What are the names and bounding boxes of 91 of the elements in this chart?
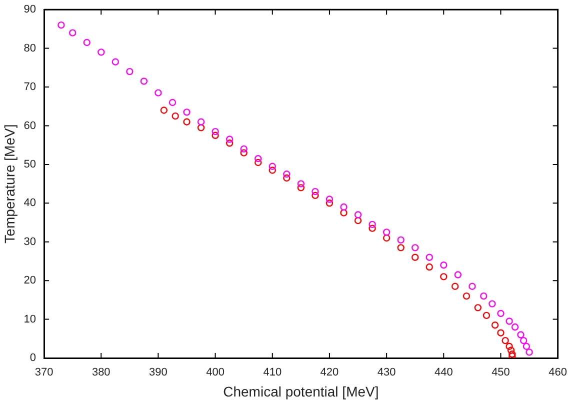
point <box>283 170 290 178</box>
point <box>480 292 488 300</box>
point <box>412 244 419 252</box>
y-tick-label: 10 <box>24 313 36 326</box>
y-axis-title: Temperature [MeV] <box>1 124 18 244</box>
point <box>268 166 276 174</box>
point <box>368 220 376 228</box>
point <box>254 158 262 166</box>
y-tick-label: 20 <box>24 274 36 287</box>
y-tick-label: 40 <box>24 197 36 210</box>
point <box>440 261 448 269</box>
y-tick-label: 0 <box>30 352 36 364</box>
point <box>426 263 433 271</box>
point <box>212 128 219 136</box>
point <box>454 271 462 278</box>
y-tick-label: 60 <box>24 120 36 132</box>
point <box>197 124 205 132</box>
x-tick-label: 390 <box>149 366 168 379</box>
x-tick-label: 440 <box>434 366 453 379</box>
point <box>462 292 470 300</box>
point <box>172 112 179 120</box>
point <box>507 346 515 354</box>
point <box>506 318 513 325</box>
point <box>168 98 176 106</box>
point <box>382 234 390 242</box>
y-tick-label: 80 <box>24 42 36 54</box>
x-tick-label: 460 <box>548 366 568 379</box>
point <box>283 174 290 182</box>
point <box>517 331 524 338</box>
point <box>160 106 168 114</box>
point <box>354 211 362 218</box>
point <box>183 118 190 126</box>
point <box>506 342 513 350</box>
point <box>126 68 134 76</box>
point <box>511 323 519 331</box>
x-tick-label: 420 <box>320 366 339 379</box>
point <box>522 342 530 350</box>
point <box>326 196 334 203</box>
point <box>254 155 262 162</box>
x-tick-label: 450 <box>492 366 510 379</box>
point <box>426 254 433 261</box>
x-tick-label: 380 <box>92 366 110 379</box>
point <box>497 329 504 336</box>
point <box>154 89 162 96</box>
point <box>297 184 305 192</box>
y-tick-label: 90 <box>24 4 36 16</box>
point <box>368 224 376 232</box>
point <box>197 118 205 126</box>
point <box>451 282 459 290</box>
point <box>488 300 496 308</box>
point <box>397 236 404 244</box>
point <box>354 216 362 224</box>
point <box>497 310 504 318</box>
point <box>112 58 119 66</box>
point <box>83 38 90 46</box>
x-tick-label: 410 <box>263 366 282 379</box>
point <box>98 48 105 56</box>
point <box>226 140 234 147</box>
y-tick-label: 50 <box>24 158 36 170</box>
y-tick-label: 30 <box>24 236 36 248</box>
point <box>474 304 482 312</box>
point <box>58 21 65 29</box>
point <box>240 145 248 153</box>
point <box>140 78 148 85</box>
point <box>482 312 490 320</box>
point <box>268 162 276 170</box>
point <box>526 348 533 356</box>
point <box>397 244 404 252</box>
point <box>502 336 509 344</box>
point <box>382 228 390 236</box>
point <box>340 203 348 211</box>
point <box>520 336 528 344</box>
point <box>240 149 248 156</box>
point <box>468 282 476 290</box>
point <box>491 321 499 329</box>
x-tick-label: 430 <box>377 366 396 379</box>
x-axis-title: Chemical potential [MeV] <box>223 383 379 400</box>
point <box>326 200 334 207</box>
point <box>212 132 219 140</box>
point <box>340 209 348 216</box>
x-tick-label: 400 <box>206 366 224 379</box>
point <box>226 136 234 143</box>
point <box>440 273 448 280</box>
point <box>412 254 419 261</box>
point <box>68 29 76 36</box>
point <box>183 108 190 116</box>
y-tick-label: 70 <box>24 81 36 94</box>
point <box>312 188 319 196</box>
point <box>312 192 319 200</box>
point <box>297 180 305 188</box>
x-tick-label: 370 <box>34 366 54 379</box>
